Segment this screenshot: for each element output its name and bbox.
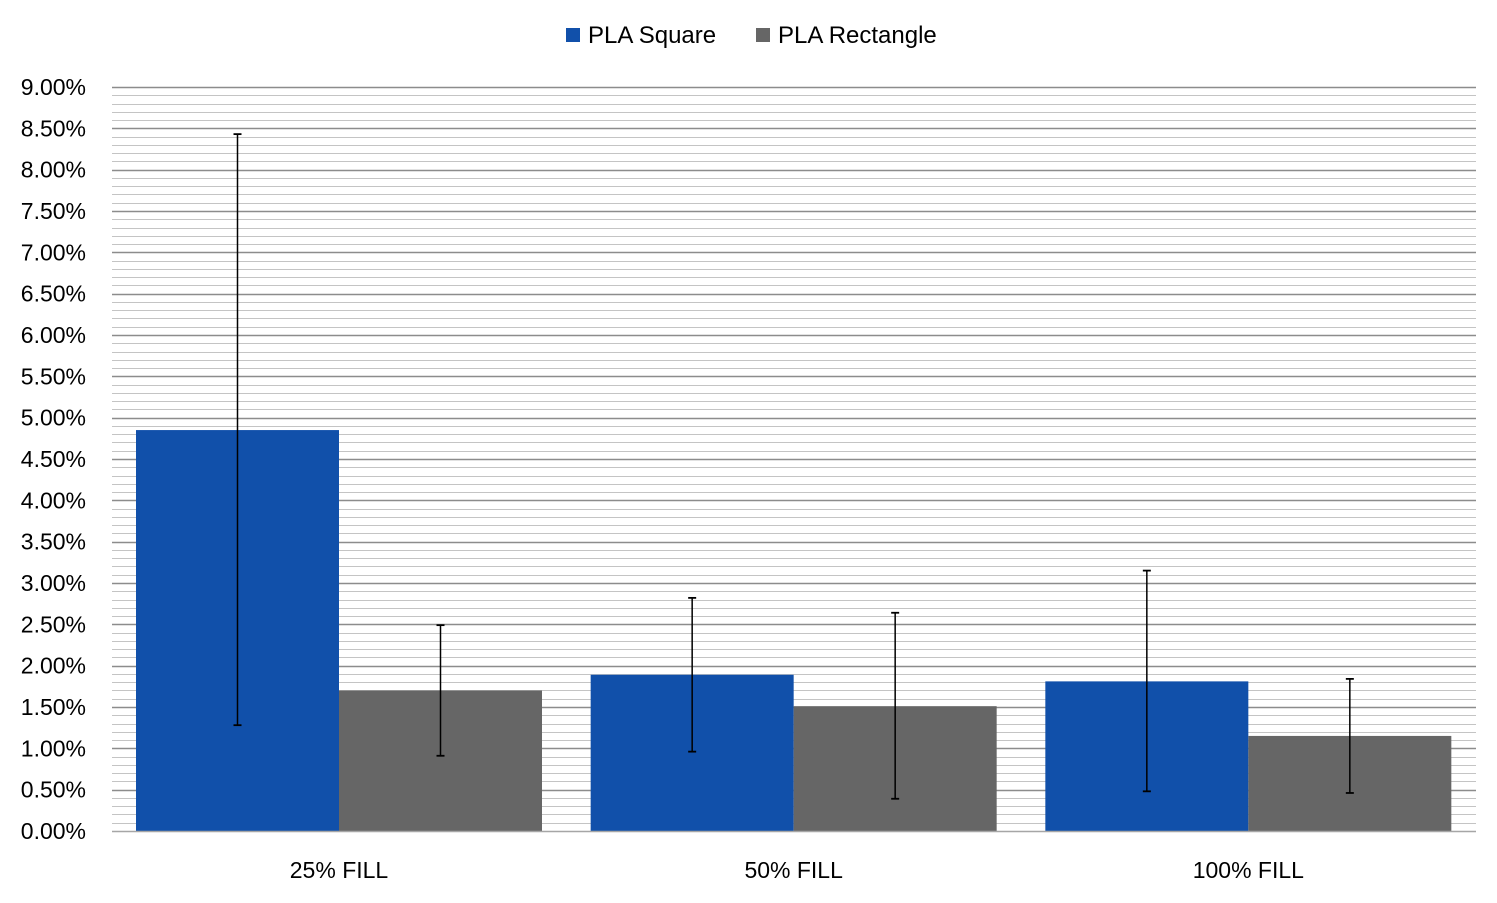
y-tick-label: 0.50% [21,777,86,803]
x-tick-labels: 25% FILL 50% FILL 100% FILL [290,857,1304,883]
y-tick-labels: 0.00% 0.50% 1.00% 1.50% 2.00% 2.50% 3.00% 3.50%… [21,74,86,844]
y-tick-label: 3.00% [21,570,86,596]
y-tick-label: 6.00% [21,322,86,348]
y-tick-label: 6.50% [21,281,86,307]
y-tick-label: 7.00% [21,239,86,265]
legend-label-pla-square: PLA Square [588,22,716,49]
y-tick-label: 3.50% [21,529,86,555]
x-tick-label: 100% FILL [1193,857,1304,883]
y-tick-label: 1.00% [21,735,86,761]
x-tick-label: 50% FILL [744,857,843,883]
y-tick-label: 5.50% [21,363,86,389]
legend-swatch-pla-square [566,28,580,42]
bars [136,430,1452,831]
y-tick-label: 4.00% [21,487,86,513]
x-tick-label: 25% FILL [290,857,389,883]
y-tick-label: 5.00% [21,405,86,431]
y-tick-label: 4.50% [21,446,86,472]
y-tick-label: 7.50% [21,198,86,224]
y-tick-label: 0.00% [21,818,86,844]
y-tick-label: 9.00% [21,74,86,100]
y-tick-label: 1.50% [21,694,86,720]
y-tick-label: 8.50% [21,115,86,141]
legend-label-pla-rectangle: PLA Rectangle [778,22,937,49]
legend: PLA Square PLA Rectangle [566,22,937,49]
y-tick-label: 8.00% [21,157,86,183]
legend-swatch-pla-rectangle [756,28,770,42]
error-bars [233,133,1354,800]
y-tick-label: 2.00% [21,653,86,679]
y-tick-label: 2.50% [21,611,86,637]
